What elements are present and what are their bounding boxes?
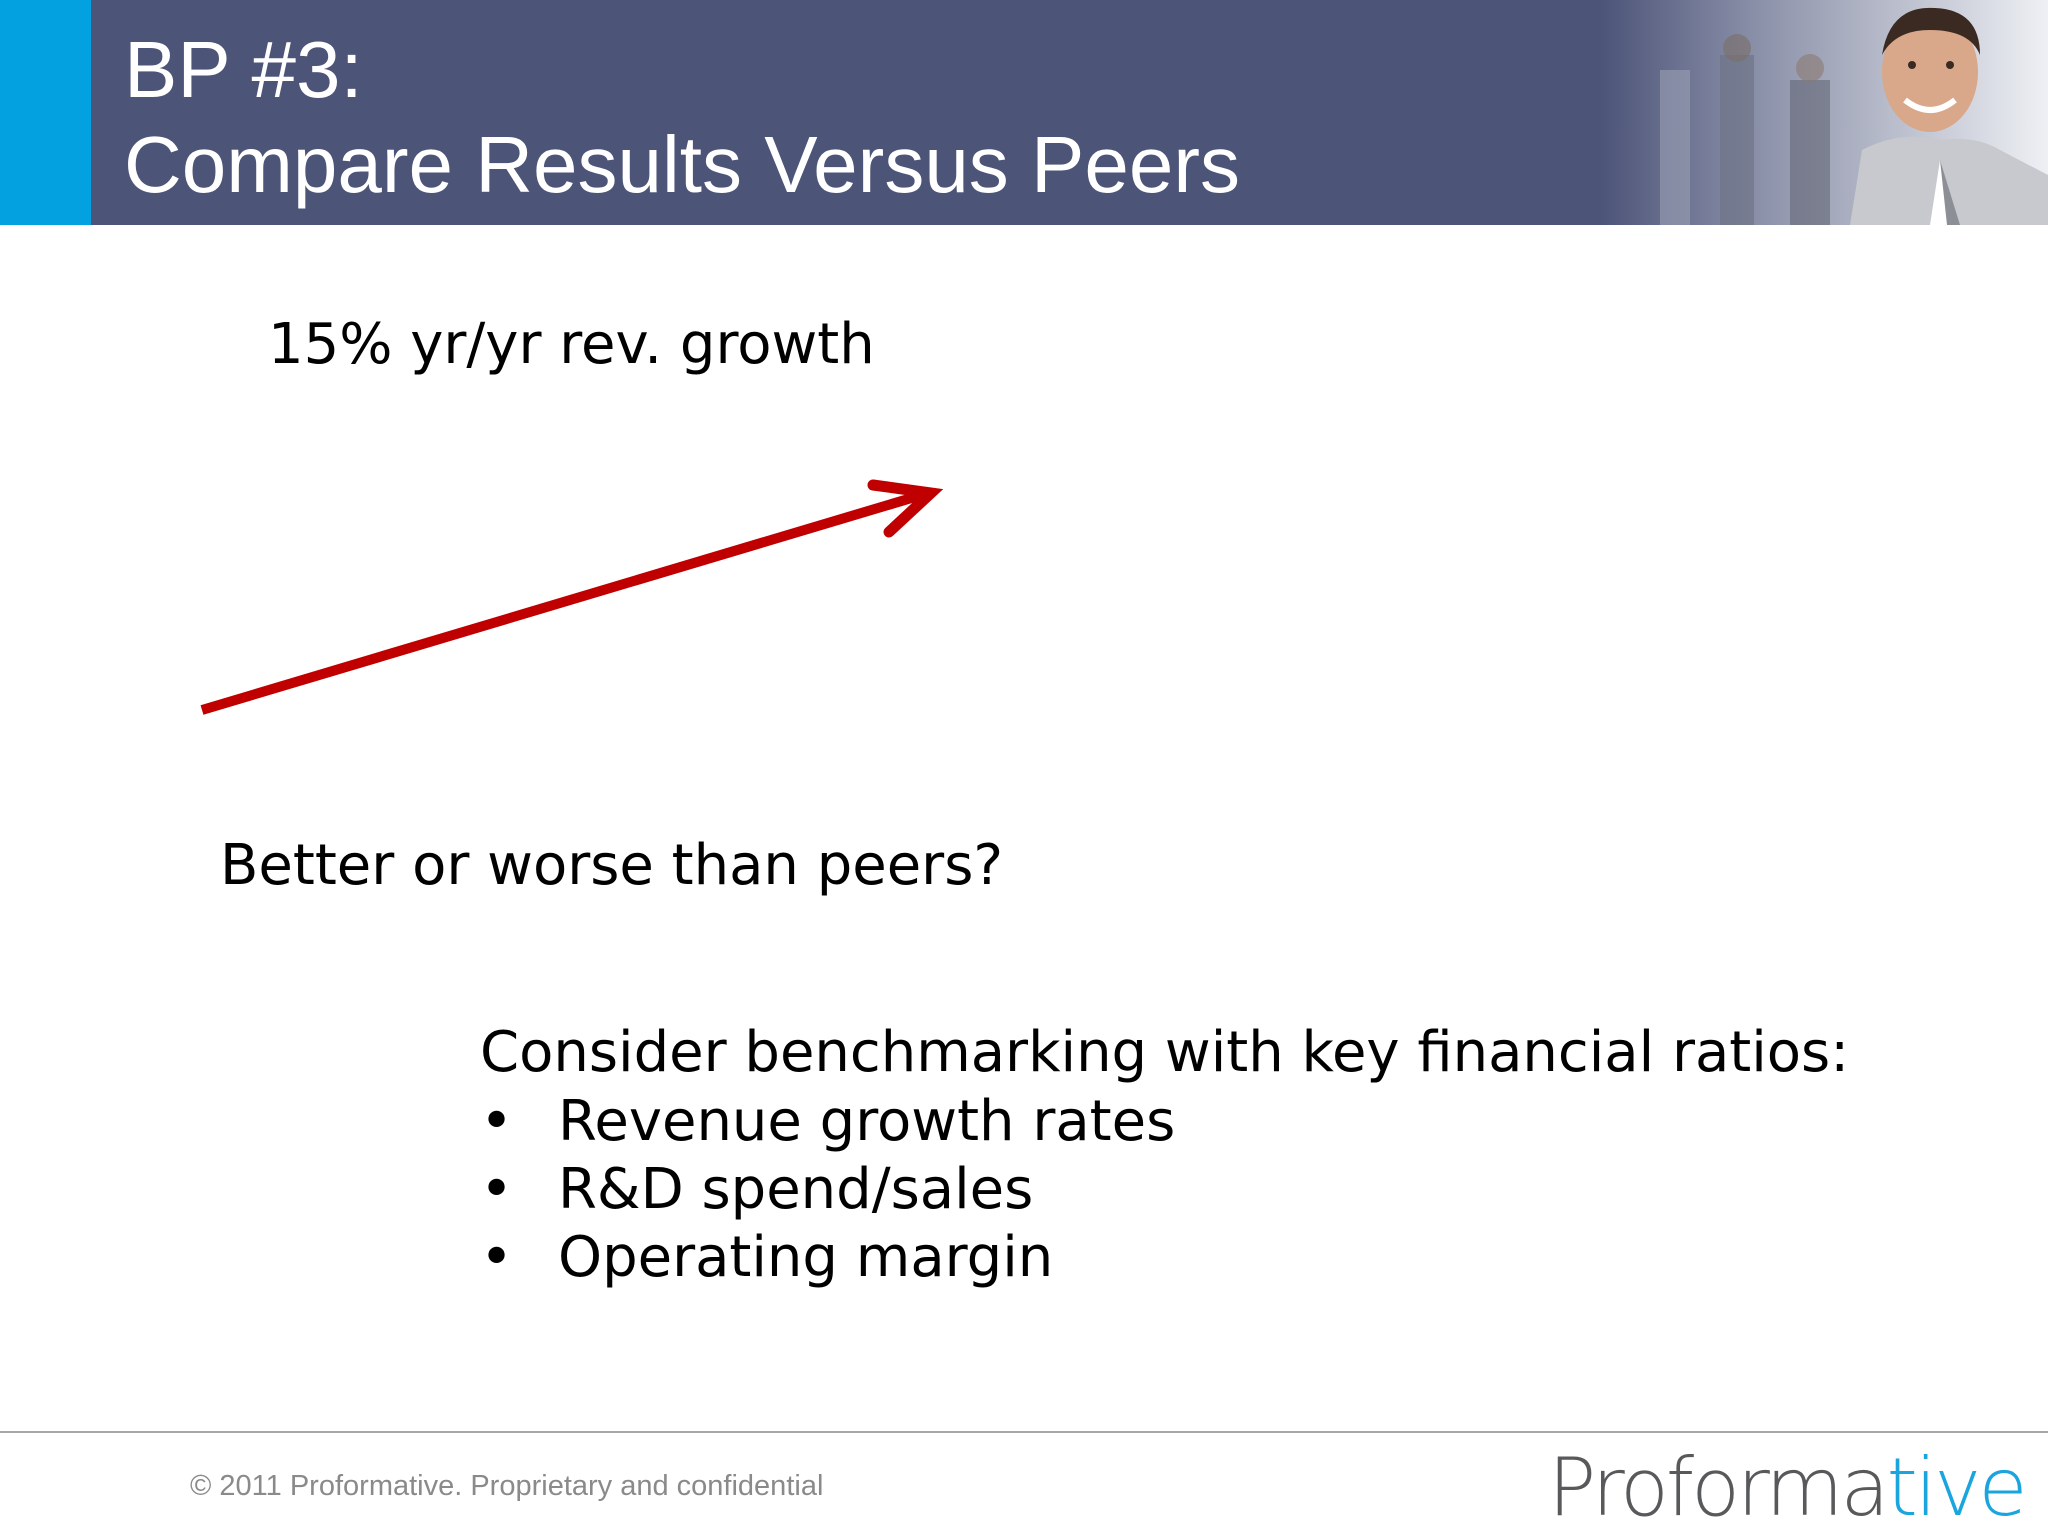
slide-title-line-2: Compare Results Versus Peers	[124, 120, 1241, 209]
growth-statement: 15% yr/yr rev. growth	[268, 312, 875, 377]
list-item-label: R&D spend/sales	[558, 1157, 1034, 1222]
bullet-icon: •	[480, 1089, 514, 1154]
header-accent-strip	[0, 0, 91, 225]
slide-title: BP #3: Compare Results Versus Peers	[124, 22, 1240, 212]
list-item-label: Operating margin	[558, 1225, 1054, 1290]
footer-divider	[0, 1431, 2048, 1433]
list-item-label: Revenue growth rates	[558, 1089, 1176, 1154]
copyright-notice: © 2011 Proformative. Proprietary and con…	[190, 1470, 824, 1502]
bullet-icon: •	[480, 1157, 514, 1222]
benchmark-intro: Consider benchmarking with key financial…	[480, 1020, 1850, 1085]
logo-text-part-2: tive	[1886, 1441, 2027, 1534]
logo-text-part-1: Proforma	[1548, 1441, 1889, 1534]
bullet-icon: •	[480, 1225, 514, 1290]
businessman-photo	[1600, 0, 2048, 225]
peer-comparison-question: Better or worse than peers?	[220, 833, 1004, 898]
proformative-logo: Proformative	[1548, 1438, 2028, 1538]
slide-title-line-1: BP #3:	[124, 25, 363, 114]
